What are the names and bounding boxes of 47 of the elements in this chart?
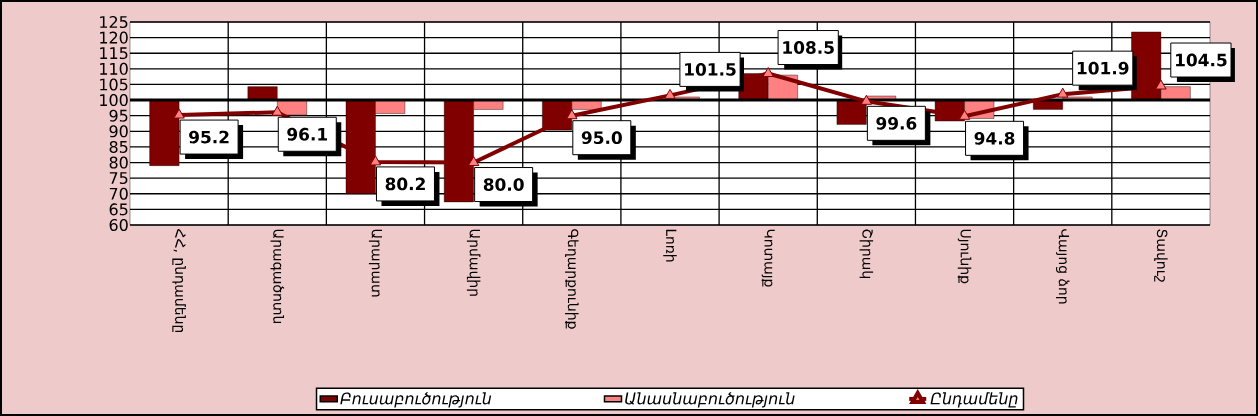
data-label: 94.8	[974, 131, 1015, 145]
point	[566, 109, 578, 120]
x-tick-label: Արագածոտն	[270, 229, 285, 324]
x-tick-label: Լոռի	[663, 229, 677, 262]
legend-label: Անասնաբուծություն	[625, 392, 795, 408]
x-tick-label: Տավուշ	[1154, 229, 1168, 282]
y-tick-label: 70	[109, 187, 128, 200]
legend-label: Ընդամենը	[930, 392, 1018, 408]
y-tick-label: 120	[100, 31, 128, 44]
data-label: 95.2	[189, 130, 229, 144]
point	[271, 105, 283, 116]
legend-label: Բուսաբուծություն	[340, 392, 492, 408]
x-tick-label: Արարատ	[368, 229, 382, 297]
y-tick-label: 60	[109, 218, 128, 232]
point	[664, 88, 676, 99]
data-label: 104.5	[1176, 53, 1227, 67]
y-tick-label: 110	[100, 62, 128, 75]
data-label: 96.1	[287, 127, 328, 141]
point	[1057, 87, 1069, 98]
data-label: 99.6	[876, 116, 917, 130]
x-tick-label: Շիրակ	[859, 229, 874, 278]
data-label: 108.5	[783, 41, 834, 54]
x-tick-label: ՀՀ, ընդամենը	[172, 228, 186, 333]
y-tick-label: 90	[109, 125, 128, 138]
x-tick-label: Կոտայք	[761, 229, 775, 287]
data-label: 101.5	[685, 62, 736, 76]
data-label: 80.2	[385, 177, 425, 191]
y-tick-label: 80	[109, 156, 128, 169]
y-tick-label: 115	[100, 47, 128, 60]
y-tick-label: 100	[100, 94, 128, 107]
y-tick-label: 65	[109, 203, 128, 216]
x-tick-label: Վայոց ձոր	[1055, 229, 1070, 304]
y-tick-label: 95	[109, 109, 128, 122]
point	[860, 94, 873, 105]
y-tick-label: 75	[109, 172, 128, 185]
point	[173, 108, 185, 119]
data-label: 80.0	[483, 178, 524, 191]
data-label: 95.0	[581, 131, 622, 145]
x-tick-label: Սյունիք	[957, 229, 972, 284]
y-tick-label: 125	[100, 15, 128, 29]
point	[958, 109, 971, 120]
y-tick-label: 85	[109, 140, 128, 153]
data-label: 101.9	[1077, 61, 1129, 75]
point	[1155, 79, 1167, 90]
x-tick-label: Արմավիր	[466, 229, 481, 296]
y-tick-label: 105	[100, 78, 128, 91]
x-tick-label: Գեղարքունիք	[565, 229, 579, 329]
